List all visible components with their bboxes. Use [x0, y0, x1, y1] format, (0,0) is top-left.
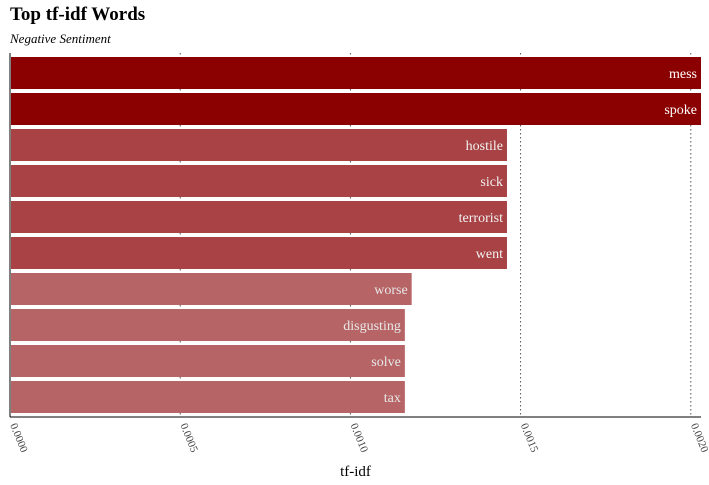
bar-hostile: [11, 129, 507, 161]
chart-subtitle: Negative Sentiment: [10, 31, 111, 46]
x-tick-label: 0.0000: [7, 422, 30, 455]
x-tick-label: 0.0005: [177, 422, 200, 455]
bar-spoke: [11, 93, 701, 125]
bar-mess: [11, 57, 701, 89]
bar-label-hostile: hostile: [466, 139, 503, 154]
bars-layer: mess spoke hostile sick terrorist went worse di…: [11, 57, 701, 413]
bar-tax: [11, 381, 405, 413]
bar-label-worse: worse: [374, 283, 407, 298]
bar-solve: [11, 345, 405, 377]
bar-label-terrorist: terrorist: [459, 211, 503, 226]
bar-label-spoke: spoke: [664, 103, 697, 118]
bar-sick: [11, 165, 507, 197]
bar-label-went: went: [476, 247, 503, 262]
x-tick-label: 0.0015: [518, 422, 541, 455]
bar-label-sick: sick: [480, 175, 503, 190]
x-axis-title: tf-idf: [340, 464, 371, 480]
bar-label-mess: mess: [669, 67, 697, 82]
x-tick-label: 0.0010: [348, 422, 371, 455]
bar-label-tax: tax: [384, 391, 401, 406]
x-tick-label: 0.0020: [688, 422, 709, 455]
bar-label-solve: solve: [371, 355, 401, 370]
bar-worse: [11, 273, 412, 305]
bar-went: [11, 237, 507, 269]
x-axis-ticks: 0.0000 0.0005 0.0010 0.0015 0.0020: [7, 422, 709, 455]
bar-disgusting: [11, 309, 405, 341]
bar-terrorist: [11, 201, 507, 233]
chart-title: Top tf-idf Words: [10, 4, 146, 25]
bar-label-disgusting: disgusting: [343, 319, 401, 334]
